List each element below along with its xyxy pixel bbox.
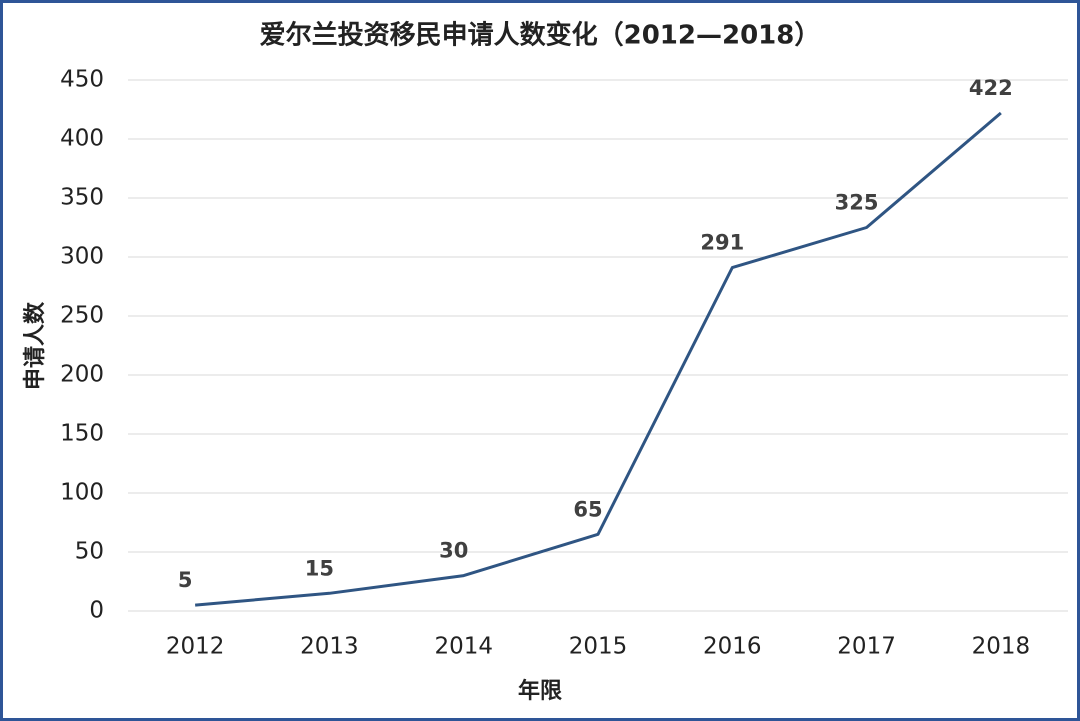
x-tick-label: 2016 — [703, 634, 762, 660]
y-axis-label: 申请人数 — [22, 301, 48, 390]
data-label: 422 — [969, 76, 1013, 100]
data-label: 325 — [835, 191, 879, 215]
x-tick-label: 2014 — [434, 634, 493, 660]
y-tick-label: 300 — [60, 244, 104, 270]
x-tick-label: 2015 — [569, 634, 628, 660]
line — [195, 111, 1002, 607]
data-label: 5 — [178, 568, 193, 592]
data-label: 65 — [573, 497, 602, 521]
y-tick-label: 150 — [60, 421, 104, 447]
data-label: 15 — [305, 556, 334, 580]
y-tick-label: 0 — [89, 598, 104, 624]
chart-title: 爱尔兰投资移民申请人数变化（2012—2018） — [260, 20, 821, 51]
y-tick-label: 350 — [60, 185, 104, 211]
data-label: 291 — [700, 231, 744, 255]
x-tick-label: 2018 — [972, 634, 1031, 660]
y-tick-label: 100 — [60, 480, 104, 506]
x-tick-label: 2012 — [166, 634, 225, 660]
x-tick-label: 2013 — [300, 634, 359, 660]
y-tick-label: 400 — [60, 126, 104, 152]
y-tick-label: 450 — [60, 67, 104, 93]
y-tick-label: 250 — [60, 303, 104, 329]
x-tick-label: 2017 — [837, 634, 896, 660]
x-axis-label: 年限 — [518, 678, 562, 704]
y-tick-label: 50 — [75, 539, 104, 565]
y-tick-label: 200 — [60, 362, 104, 388]
data-label: 30 — [439, 539, 468, 563]
